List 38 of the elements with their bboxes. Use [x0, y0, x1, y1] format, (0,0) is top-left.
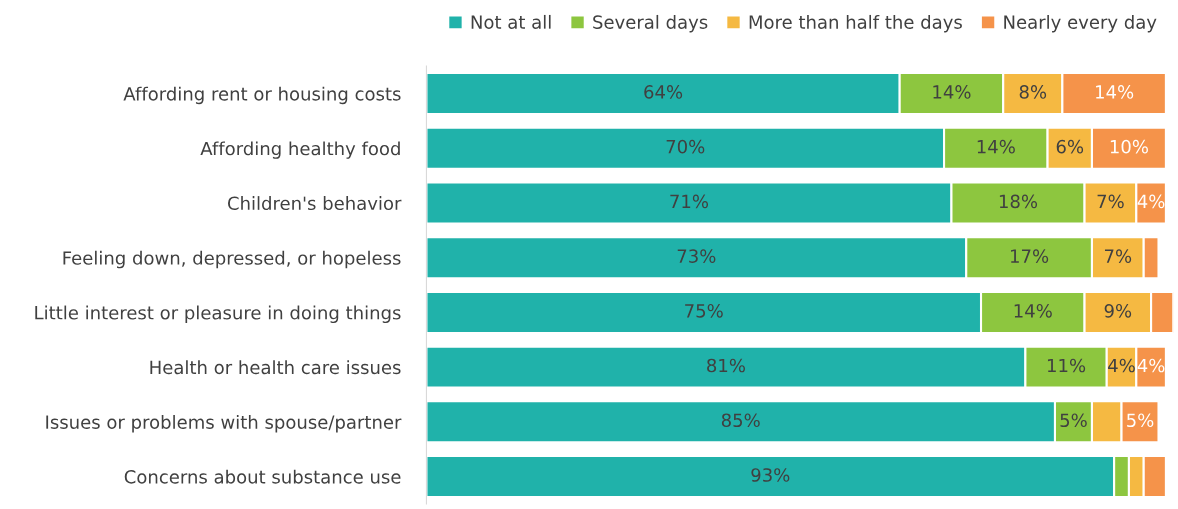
legend-label: Not at all	[471, 14, 551, 29]
y-tick-label: Issues or problems with spouse/partner	[46, 414, 402, 433]
data-label: 5%	[1060, 413, 1087, 428]
data-label: 81%	[707, 358, 745, 373]
data-label: 17%	[1011, 249, 1049, 263]
data-label: 93%	[751, 468, 790, 482]
y-tick-label: Affording rent or housing costs	[123, 86, 401, 105]
legend-label: More than half the days	[749, 14, 962, 33]
data-label: 6%	[1056, 139, 1084, 154]
data-label: 8%	[1019, 85, 1047, 99]
data-label: 7%	[1104, 249, 1132, 263]
data-label: 14%	[933, 85, 971, 99]
data-label: 4%	[1137, 358, 1165, 373]
data-label: 14%	[977, 139, 1015, 154]
data-label: 14%	[1096, 85, 1134, 99]
data-label: 64%	[644, 85, 683, 99]
data-label: 14%	[1014, 303, 1052, 318]
data-label: 4%	[1137, 194, 1165, 209]
data-label: 5%	[1127, 413, 1154, 428]
data-label: 73%	[677, 249, 716, 263]
y-tick-label: Concerns about substance use	[124, 469, 401, 484]
y-tick-label: Health or health care issues	[150, 360, 401, 375]
y-tick-label: Feeling down, depressed, or hopeless	[63, 250, 401, 269]
data-label: 7%	[1097, 194, 1124, 209]
data-label: 4%	[1108, 358, 1135, 373]
data-label: 10%	[1110, 139, 1148, 154]
y-tick-label: Children's behavior	[227, 196, 402, 211]
y-tick-label: Affording healthy food	[200, 141, 400, 159]
data-label: 70%	[666, 139, 705, 154]
data-label: 85%	[721, 413, 760, 428]
data-label: 75%	[685, 303, 723, 318]
data-label: 18%	[999, 194, 1038, 209]
y-tick-label: Little interest or pleasure in doing things	[35, 305, 401, 324]
data-label: 11%	[1047, 358, 1086, 373]
legend-label: Nearly every day	[1004, 14, 1157, 33]
legend-label: Several days	[593, 14, 708, 33]
data-label: 71%	[670, 194, 709, 209]
data-label: 9%	[1104, 303, 1132, 318]
